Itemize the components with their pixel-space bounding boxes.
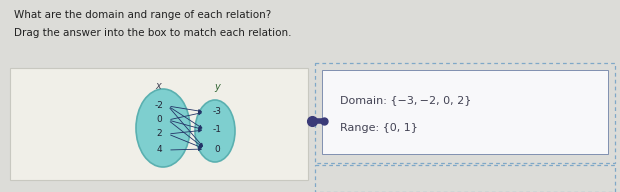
Text: 4: 4	[156, 146, 162, 155]
FancyBboxPatch shape	[10, 68, 308, 180]
Text: What are the domain and range of each relation?: What are the domain and range of each re…	[14, 10, 272, 20]
Text: Domain: {−3, −2, 0, 2}: Domain: {−3, −2, 0, 2}	[340, 95, 471, 105]
Ellipse shape	[195, 100, 235, 162]
Ellipse shape	[136, 89, 190, 167]
Text: Drag the answer into the box to match each relation.: Drag the answer into the box to match ea…	[14, 28, 291, 38]
Text: Range: {0, 1}: Range: {0, 1}	[340, 123, 418, 133]
Text: -3: -3	[213, 108, 221, 117]
Bar	[322, 70, 608, 154]
Bar	[315, 165, 615, 192]
Text: 0: 0	[214, 145, 220, 153]
Text: x: x	[155, 81, 161, 91]
Bar	[315, 63, 615, 163]
Text: -1: -1	[213, 126, 221, 135]
Text: y: y	[214, 82, 220, 92]
Text: 2: 2	[156, 129, 162, 138]
Text: -2: -2	[154, 102, 164, 111]
Text: 0: 0	[156, 116, 162, 124]
